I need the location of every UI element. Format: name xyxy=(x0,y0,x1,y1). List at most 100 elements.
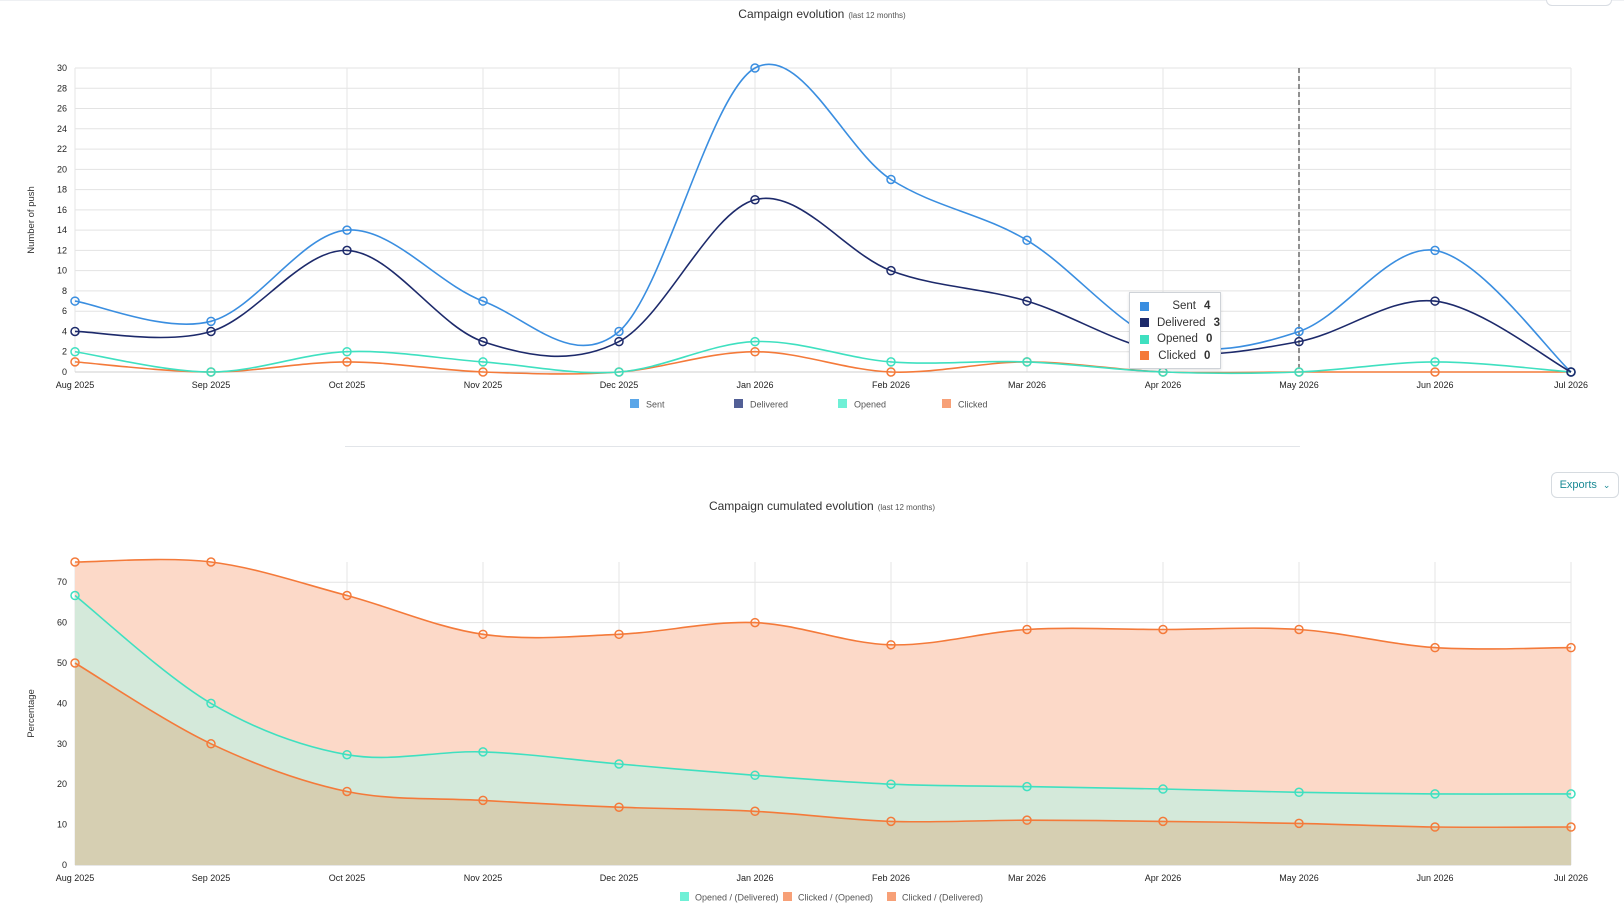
x-tick-label: Apr 2026 xyxy=(1145,873,1182,883)
x-tick-label: Sep 2025 xyxy=(192,873,231,883)
exports-label: Exports xyxy=(1559,479,1597,491)
data-point-clicked xyxy=(750,346,760,357)
x-tick-label: Oct 2025 xyxy=(329,873,366,883)
x-tick-label: Jul 2026 xyxy=(1554,380,1588,390)
legend-swatch-clicked-delivered xyxy=(887,892,896,901)
data-point-delivered xyxy=(1294,336,1304,347)
series-line-opened xyxy=(74,340,1572,375)
tooltip-swatch-delivered xyxy=(1140,318,1149,328)
campaign-evolution-chart: Campaign evolution (last 12 months) Number… xyxy=(26,7,1588,410)
y-tick-label: 12 xyxy=(57,245,67,255)
x-tick-label: Aug 2025 xyxy=(56,873,95,883)
y-tick-label: 50 xyxy=(57,658,67,668)
data-point-delivered xyxy=(206,326,216,337)
data-point-clicked-opened xyxy=(1430,642,1440,653)
legend-swatch-clicked-opened xyxy=(783,892,792,901)
x-tick-label: Jan 2026 xyxy=(736,873,773,883)
x-tick-label: Mar 2026 xyxy=(1008,873,1046,883)
data-point-opened-delivered xyxy=(206,698,216,709)
data-point-clicked-opened xyxy=(1158,624,1168,635)
y-tick-label: 28 xyxy=(57,83,67,93)
data-point-delivered xyxy=(886,265,896,276)
data-point-opened xyxy=(614,367,624,377)
tooltip-row-delivered: Delivered 3 xyxy=(1140,315,1220,332)
data-point-opened xyxy=(70,346,80,357)
x-tick-label: Feb 2026 xyxy=(872,380,910,390)
y-tick-label: 30 xyxy=(57,739,67,749)
data-point-clicked-delivered xyxy=(1158,816,1168,827)
data-point-clicked-opened xyxy=(750,617,760,628)
data-point-opened xyxy=(478,357,488,367)
data-point-opened-delivered xyxy=(1430,789,1440,799)
data-point-opened xyxy=(886,357,896,367)
data-point-sent xyxy=(750,63,760,73)
data-point-clicked-opened xyxy=(1294,624,1304,635)
x-tick-label: Sep 2025 xyxy=(192,380,231,390)
y-axis-label: Number of push xyxy=(26,186,37,254)
x-tick-label: Dec 2025 xyxy=(600,873,639,883)
data-point-opened xyxy=(1294,367,1304,377)
series-line-clicked xyxy=(74,350,1571,375)
data-point-clicked-delivered xyxy=(750,806,760,817)
data-point-clicked-delivered xyxy=(206,739,216,749)
data-point-opened-delivered xyxy=(342,749,352,760)
data-point-delivered xyxy=(750,194,760,205)
data-point-opened-delivered xyxy=(70,590,80,601)
series-area-clicked-delivered- xyxy=(75,663,1571,865)
x-tick-label: Jun 2026 xyxy=(1416,873,1453,883)
y-tick-label: 60 xyxy=(57,618,67,628)
data-point-delivered xyxy=(1566,367,1576,377)
data-point-delivered xyxy=(70,326,80,337)
legend-swatch-sent xyxy=(630,399,639,408)
exports-button[interactable]: Exports ⌄ xyxy=(1551,472,1619,498)
data-point-delivered xyxy=(1022,296,1032,306)
data-point-clicked-delivered xyxy=(614,802,624,812)
y-axis-label: Percentage xyxy=(26,689,37,738)
legend-swatch-opened xyxy=(838,399,847,408)
series-area-opened-delivered- xyxy=(75,595,1571,865)
data-point-opened xyxy=(1022,357,1032,367)
y-tick-label: 6 xyxy=(62,306,67,316)
data-point-clicked-delivered xyxy=(1430,822,1440,832)
x-tick-label: Aug 2025 xyxy=(56,380,95,390)
data-point-clicked-opened xyxy=(1022,624,1032,635)
x-tick-label: Feb 2026 xyxy=(872,873,910,883)
series-line-clicked-opened xyxy=(74,558,1572,650)
y-tick-label: 0 xyxy=(62,860,67,870)
tooltip-value: 4 xyxy=(1204,300,1211,313)
x-tick-label: Nov 2025 xyxy=(464,380,503,390)
y-tick-label: 20 xyxy=(57,779,67,789)
data-point-sent xyxy=(1430,245,1440,256)
y-tick-label: 8 xyxy=(62,286,67,296)
data-point-delivered xyxy=(1430,296,1440,306)
data-point-opened xyxy=(750,336,760,347)
y-tick-label: 30 xyxy=(57,63,67,73)
legend-label-sent: Sent xyxy=(646,400,665,410)
x-tick-label: May 2026 xyxy=(1279,380,1319,390)
data-point-clicked xyxy=(478,367,488,377)
data-point-opened-delivered xyxy=(1294,787,1304,798)
data-point-opened-delivered xyxy=(750,770,760,781)
data-point-clicked xyxy=(1430,367,1440,377)
x-tick-label: Apr 2026 xyxy=(1145,380,1182,390)
data-point-opened-delivered xyxy=(1566,789,1576,799)
tooltip-name: Delivered xyxy=(1157,316,1206,329)
data-point-clicked-delivered xyxy=(1294,818,1304,829)
data-point-opened-delivered xyxy=(1022,781,1032,792)
data-point-clicked-delivered xyxy=(1566,822,1576,832)
x-tick-label: May 2026 xyxy=(1279,873,1319,883)
data-point-delivered xyxy=(614,336,624,347)
data-point-sent xyxy=(70,296,80,306)
y-tick-label: 20 xyxy=(57,164,67,174)
y-tick-label: 10 xyxy=(57,820,67,830)
data-point-sent xyxy=(478,296,488,306)
tooltip-value: 0 xyxy=(1205,333,1213,346)
y-tick-label: 22 xyxy=(57,144,67,154)
x-tick-label: Jul 2026 xyxy=(1554,873,1588,883)
data-point-clicked-opened xyxy=(1566,642,1576,653)
y-tick-label: 18 xyxy=(57,185,67,195)
campaign-cumulated-evolution-chart: Campaign cumulated evolution (last 12 mon… xyxy=(26,499,1588,903)
tooltip-name: Opened xyxy=(1157,333,1198,346)
data-point-opened xyxy=(342,346,352,357)
data-point-opened-delivered xyxy=(478,747,488,757)
